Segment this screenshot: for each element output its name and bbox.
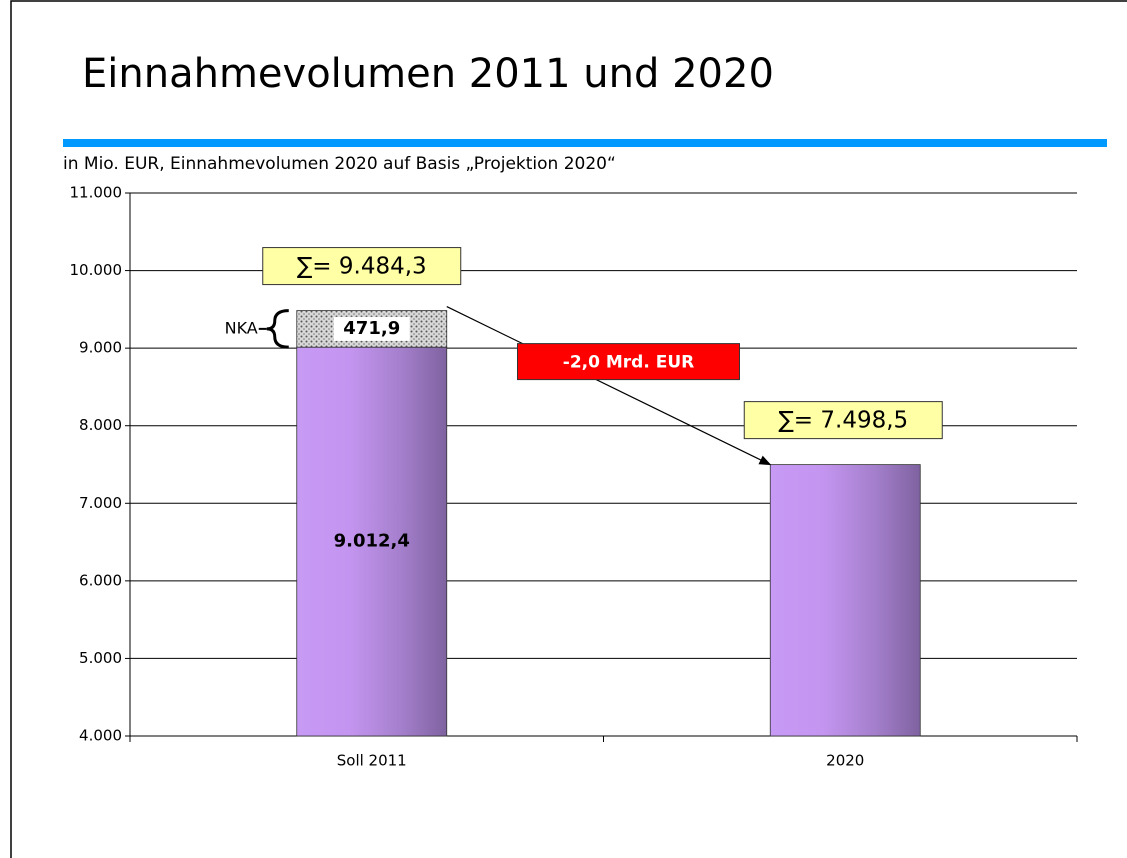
x-tick-label: Soll 2011: [337, 752, 407, 770]
bar-segment: [296, 346, 448, 737]
label-bg: [333, 316, 410, 341]
diff-arrow: [446, 306, 772, 466]
data-label: 471,9: [343, 318, 400, 339]
total-box: [262, 247, 462, 286]
y-tick-label: 6.000: [79, 571, 122, 589]
total-box: [743, 401, 943, 440]
y-tick-label: 5.000: [79, 649, 122, 667]
y-tick-label: 11.000: [70, 184, 123, 202]
total-label: ∑= 7.498,5: [778, 408, 908, 434]
chart-subtitle: in Mio. EUR, Einnahmevolumen 2020 auf Ba…: [63, 154, 616, 174]
y-tick-label: 9.000: [79, 339, 122, 357]
y-tick-label: 7.000: [79, 494, 122, 512]
chart-title: Einnahmevolumen 2011 und 2020: [82, 51, 774, 97]
total-label: ∑= 9.484,3: [297, 254, 427, 280]
diff-box: [517, 343, 740, 381]
y-tick-label: 8.000: [79, 416, 122, 434]
data-label: 9.012,4: [334, 531, 410, 552]
title-rule: [63, 139, 1107, 147]
y-tick-label: 10.000: [70, 261, 123, 279]
brace: [266, 309, 289, 349]
y-tick-label: 4.000: [79, 727, 122, 745]
x-tick-label: 2020: [826, 752, 864, 770]
bar-segment: [769, 464, 921, 737]
series-label: NKA: [225, 318, 258, 337]
diff-label: -2,0 Mrd. EUR: [563, 353, 694, 373]
page-frame: [10, 0, 1127, 858]
